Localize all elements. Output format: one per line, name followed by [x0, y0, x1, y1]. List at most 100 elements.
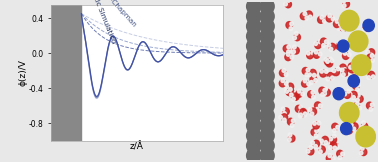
- Circle shape: [326, 15, 333, 22]
- Circle shape: [246, 117, 262, 134]
- Circle shape: [308, 91, 314, 98]
- Circle shape: [349, 65, 352, 69]
- Text: Atomistic Simulation: Atomistic Simulation: [84, 0, 117, 44]
- Circle shape: [285, 54, 291, 61]
- Circle shape: [333, 21, 340, 28]
- Circle shape: [259, 28, 275, 45]
- Circle shape: [347, 89, 350, 93]
- Circle shape: [317, 121, 321, 125]
- Circle shape: [352, 127, 356, 131]
- Circle shape: [339, 23, 342, 26]
- Circle shape: [306, 68, 310, 72]
- Circle shape: [348, 63, 355, 70]
- Circle shape: [321, 93, 324, 96]
- Circle shape: [246, 147, 262, 162]
- Circle shape: [279, 115, 282, 119]
- Circle shape: [339, 102, 359, 123]
- Circle shape: [279, 80, 286, 87]
- Circle shape: [354, 61, 361, 69]
- Circle shape: [343, 68, 347, 71]
- Circle shape: [356, 95, 363, 102]
- Circle shape: [314, 42, 321, 49]
- Circle shape: [283, 118, 286, 122]
- Circle shape: [320, 139, 323, 143]
- Circle shape: [259, 88, 275, 104]
- Circle shape: [246, 88, 262, 104]
- Circle shape: [319, 146, 325, 153]
- Circle shape: [322, 44, 325, 47]
- Circle shape: [291, 119, 295, 123]
- Circle shape: [292, 50, 295, 54]
- Circle shape: [349, 74, 353, 78]
- Circle shape: [307, 82, 310, 86]
- Circle shape: [293, 93, 299, 100]
- Circle shape: [313, 122, 319, 129]
- Circle shape: [342, 52, 349, 59]
- Circle shape: [326, 60, 333, 67]
- Circle shape: [314, 134, 318, 138]
- Circle shape: [259, 147, 275, 162]
- Circle shape: [356, 66, 360, 69]
- Circle shape: [340, 64, 346, 71]
- Circle shape: [319, 104, 322, 108]
- Circle shape: [342, 0, 346, 3]
- Circle shape: [353, 82, 359, 89]
- Circle shape: [324, 58, 328, 62]
- Circle shape: [302, 68, 309, 75]
- Circle shape: [294, 91, 298, 95]
- Circle shape: [339, 10, 359, 31]
- Circle shape: [287, 45, 290, 49]
- Circle shape: [366, 102, 373, 109]
- Circle shape: [259, 0, 275, 15]
- Circle shape: [348, 117, 355, 124]
- Circle shape: [299, 105, 302, 109]
- Circle shape: [351, 68, 355, 71]
- Circle shape: [290, 22, 293, 26]
- Circle shape: [339, 17, 346, 24]
- Circle shape: [329, 137, 333, 141]
- Circle shape: [343, 0, 350, 7]
- Circle shape: [351, 115, 355, 119]
- Circle shape: [324, 69, 328, 73]
- Circle shape: [360, 149, 367, 156]
- Circle shape: [299, 114, 302, 118]
- Circle shape: [314, 145, 318, 148]
- Circle shape: [296, 90, 302, 97]
- Circle shape: [362, 135, 368, 142]
- Circle shape: [333, 69, 339, 76]
- Circle shape: [324, 87, 327, 91]
- Circle shape: [310, 108, 316, 115]
- Circle shape: [352, 64, 356, 68]
- Circle shape: [281, 107, 285, 111]
- Circle shape: [259, 127, 275, 144]
- Circle shape: [309, 146, 313, 149]
- Circle shape: [356, 98, 359, 102]
- Circle shape: [362, 134, 366, 138]
- Circle shape: [342, 111, 349, 118]
- Circle shape: [353, 103, 359, 110]
- Circle shape: [290, 124, 294, 127]
- Circle shape: [259, 117, 275, 134]
- Circle shape: [246, 98, 262, 114]
- Circle shape: [368, 71, 375, 78]
- Circle shape: [286, 22, 293, 29]
- Circle shape: [308, 73, 311, 77]
- Circle shape: [281, 114, 288, 121]
- Circle shape: [341, 44, 345, 48]
- Circle shape: [259, 58, 275, 74]
- Circle shape: [316, 107, 319, 111]
- Circle shape: [356, 83, 360, 87]
- Circle shape: [338, 156, 342, 160]
- Circle shape: [246, 127, 262, 144]
- Circle shape: [322, 19, 326, 23]
- Circle shape: [259, 68, 275, 84]
- Circle shape: [259, 48, 275, 64]
- Circle shape: [279, 69, 286, 76]
- Circle shape: [259, 18, 275, 35]
- Circle shape: [356, 93, 360, 97]
- Circle shape: [355, 47, 358, 51]
- Circle shape: [246, 18, 262, 35]
- Circle shape: [341, 19, 347, 26]
- Circle shape: [359, 46, 363, 50]
- Circle shape: [314, 50, 318, 54]
